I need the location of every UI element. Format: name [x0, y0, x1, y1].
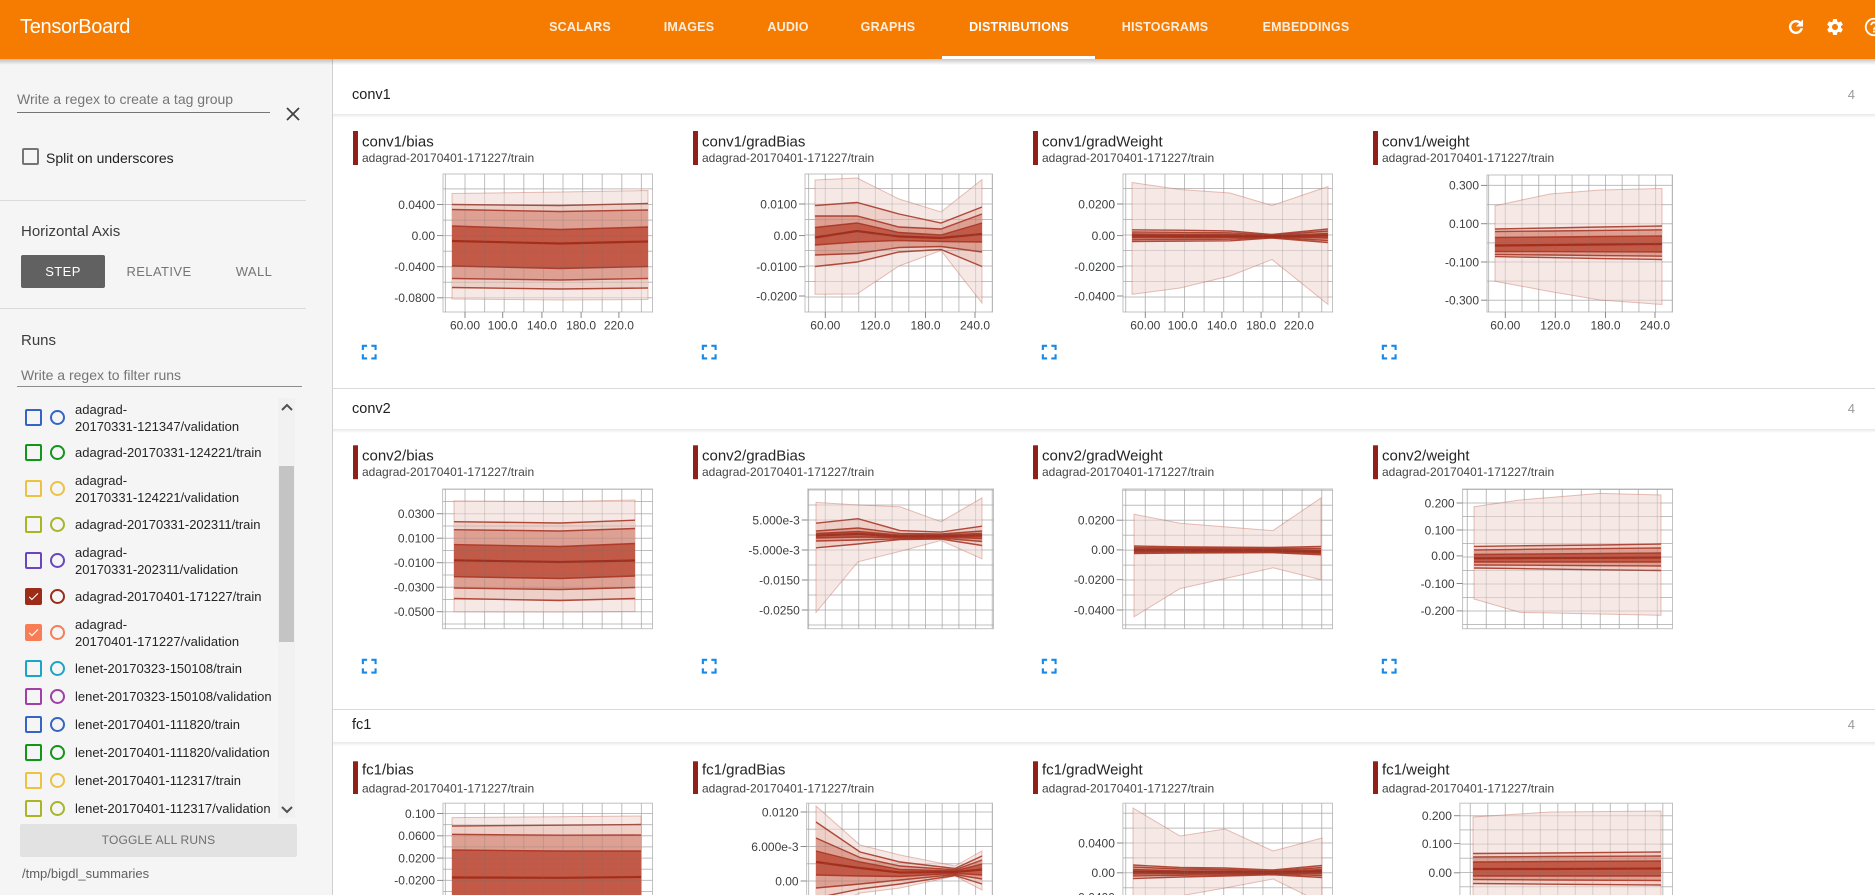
svg-text:adagrad-20170401-171227/train: adagrad-20170401-171227/train: [1042, 151, 1214, 165]
svg-text:-0.0150: -0.0150: [759, 573, 800, 587]
svg-text:0.0200: 0.0200: [398, 851, 435, 865]
svg-text:-0.0200: -0.0200: [756, 289, 797, 303]
svg-text:adagrad-20170401-171227/train: adagrad-20170401-171227/train: [1042, 465, 1214, 479]
svg-text:140.0: 140.0: [1207, 319, 1237, 333]
svg-text:180.0: 180.0: [566, 319, 596, 333]
svg-text:0.00: 0.00: [1092, 229, 1116, 243]
svg-text:0.100: 0.100: [1425, 523, 1455, 537]
svg-text:adagrad-20170401-171227/train: adagrad-20170401-171227/train: [702, 151, 874, 165]
svg-text:-0.0400: -0.0400: [394, 260, 435, 274]
svg-text:fc1/weight: fc1/weight: [1382, 762, 1450, 779]
svg-text:240.0: 240.0: [1640, 319, 1670, 333]
svg-text:-0.100: -0.100: [1445, 255, 1479, 269]
svg-text:conv1/gradBias: conv1/gradBias: [702, 134, 805, 151]
svg-text:120.0: 120.0: [860, 319, 890, 333]
svg-text:0.0200: 0.0200: [1078, 514, 1115, 528]
svg-text:conv2/weight: conv2/weight: [1382, 448, 1470, 465]
svg-text:100.0: 100.0: [1168, 319, 1198, 333]
svg-text:0.00: 0.00: [1091, 543, 1115, 557]
svg-text:fc1/gradWeight: fc1/gradWeight: [1042, 762, 1143, 779]
svg-text:adagrad-20170401-171227/train: adagrad-20170401-171227/train: [1382, 465, 1554, 479]
svg-text:-0.100: -0.100: [1421, 577, 1455, 591]
svg-text:0.00: 0.00: [775, 874, 799, 888]
svg-text:0.200: 0.200: [1422, 809, 1452, 823]
svg-text:-0.300: -0.300: [1445, 294, 1479, 308]
svg-text:adagrad-20170401-171227/train: adagrad-20170401-171227/train: [362, 151, 534, 165]
svg-text:0.0100: 0.0100: [760, 197, 797, 211]
svg-text:-0.0200: -0.0200: [1074, 573, 1115, 587]
svg-text:0.00: 0.00: [1431, 549, 1455, 563]
svg-text:5.000e-3: 5.000e-3: [752, 513, 800, 527]
svg-text:0.0400: 0.0400: [1078, 836, 1115, 850]
svg-text:-0.0200: -0.0200: [394, 874, 435, 888]
svg-text:0.100: 0.100: [1422, 837, 1452, 851]
svg-text:-0.0400: -0.0400: [1074, 890, 1115, 895]
svg-text:60.00: 60.00: [1490, 319, 1520, 333]
svg-text:0.0600: 0.0600: [398, 829, 435, 843]
svg-text:140.0: 140.0: [527, 319, 557, 333]
svg-text:6.000e-3: 6.000e-3: [751, 840, 799, 854]
svg-text:240.0: 240.0: [960, 319, 990, 333]
svg-text:-0.0100: -0.0100: [394, 556, 435, 570]
svg-text:adagrad-20170401-171227/train: adagrad-20170401-171227/train: [1382, 151, 1554, 165]
svg-text:-5.000e-3: -5.000e-3: [748, 543, 800, 557]
svg-text:-0.200: -0.200: [1421, 604, 1455, 618]
svg-text:0.00: 0.00: [412, 229, 436, 243]
svg-text:60.00: 60.00: [810, 319, 840, 333]
svg-text:-0.0300: -0.0300: [394, 581, 435, 595]
svg-text:0.00: 0.00: [774, 229, 798, 243]
svg-text:adagrad-20170401-171227/train: adagrad-20170401-171227/train: [702, 465, 874, 479]
svg-text:0.100: 0.100: [405, 807, 435, 821]
svg-text:-0.0500: -0.0500: [394, 605, 435, 619]
svg-text:0.200: 0.200: [1425, 496, 1455, 510]
svg-text:adagrad-20170401-171227/train: adagrad-20170401-171227/train: [362, 465, 534, 479]
svg-text:conv1/weight: conv1/weight: [1382, 134, 1470, 151]
svg-text:0.0400: 0.0400: [398, 198, 435, 212]
svg-text:adagrad-20170401-171227/train: adagrad-20170401-171227/train: [1042, 781, 1214, 795]
svg-text:-0.0800: -0.0800: [394, 291, 435, 305]
svg-text:180.0: 180.0: [1246, 319, 1276, 333]
svg-text:0.00: 0.00: [1429, 866, 1453, 880]
svg-text:0.0200: 0.0200: [1078, 197, 1115, 211]
svg-text:adagrad-20170401-171227/train: adagrad-20170401-171227/train: [702, 781, 874, 795]
svg-text:-0.0200: -0.0200: [1074, 260, 1115, 274]
svg-text:0.0100: 0.0100: [398, 532, 435, 546]
svg-text:adagrad-20170401-171227/train: adagrad-20170401-171227/train: [1382, 781, 1554, 795]
svg-text:180.0: 180.0: [910, 319, 940, 333]
svg-text:120.0: 120.0: [1540, 319, 1570, 333]
svg-text:100.0: 100.0: [488, 319, 518, 333]
svg-text:-0.0100: -0.0100: [756, 260, 797, 274]
svg-text:conv2/gradBias: conv2/gradBias: [702, 448, 805, 465]
svg-text:0.0300: 0.0300: [398, 507, 435, 521]
svg-text:0.300: 0.300: [1449, 179, 1479, 193]
svg-text:-0.100: -0.100: [1418, 892, 1452, 895]
svg-text:180.0: 180.0: [1590, 319, 1620, 333]
svg-text:60.00: 60.00: [1130, 319, 1160, 333]
svg-text:conv1/bias: conv1/bias: [362, 134, 434, 151]
svg-text:60.00: 60.00: [450, 319, 480, 333]
svg-text:220.0: 220.0: [1284, 319, 1314, 333]
svg-text:220.0: 220.0: [604, 319, 634, 333]
svg-text:-0.0400: -0.0400: [1074, 603, 1115, 617]
svg-text:0.0120: 0.0120: [762, 805, 799, 819]
svg-text:fc1/gradBias: fc1/gradBias: [702, 762, 785, 779]
svg-text:conv2/gradWeight: conv2/gradWeight: [1042, 448, 1163, 465]
svg-text:conv1/gradWeight: conv1/gradWeight: [1042, 134, 1163, 151]
svg-text:fc1/bias: fc1/bias: [362, 762, 414, 779]
svg-text:-0.0400: -0.0400: [1074, 289, 1115, 303]
svg-text:0.00: 0.00: [1092, 866, 1116, 880]
svg-text:0.100: 0.100: [1449, 217, 1479, 231]
svg-text:conv2/bias: conv2/bias: [362, 448, 434, 465]
svg-text:-0.0250: -0.0250: [759, 603, 800, 617]
svg-text:adagrad-20170401-171227/train: adagrad-20170401-171227/train: [362, 781, 534, 795]
